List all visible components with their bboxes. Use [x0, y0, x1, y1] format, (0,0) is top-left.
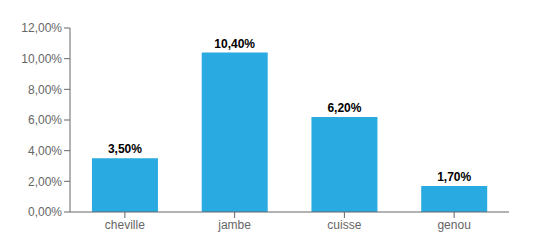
- svg-text:10,00%: 10,00%: [21, 52, 62, 66]
- svg-text:12,00%: 12,00%: [21, 21, 62, 35]
- svg-text:6,20%: 6,20%: [327, 101, 361, 115]
- svg-text:2,00%: 2,00%: [28, 175, 62, 189]
- svg-text:10,40%: 10,40%: [214, 37, 255, 51]
- svg-text:3,50%: 3,50%: [108, 142, 142, 156]
- svg-text:1,70%: 1,70%: [437, 170, 471, 184]
- svg-text:4,00%: 4,00%: [28, 144, 62, 158]
- svg-text:0,00%: 0,00%: [28, 205, 62, 219]
- svg-text:genou: genou: [437, 218, 470, 232]
- svg-text:cheville: cheville: [105, 218, 145, 232]
- svg-text:6,00%: 6,00%: [28, 113, 62, 127]
- svg-text:jambe: jambe: [217, 218, 251, 232]
- svg-text:8,00%: 8,00%: [28, 83, 62, 97]
- svg-text:cuisse: cuisse: [327, 218, 361, 232]
